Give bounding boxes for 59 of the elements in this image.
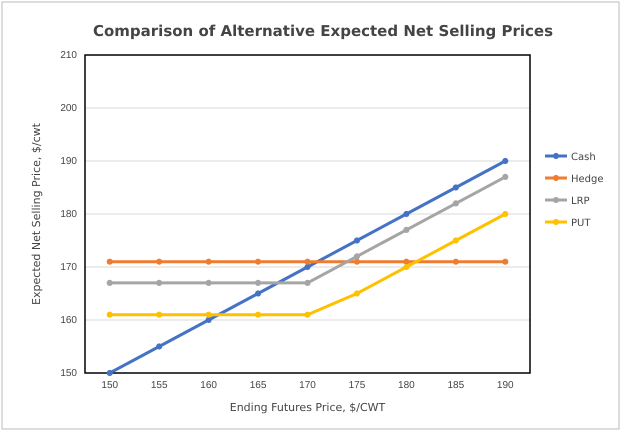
point	[502, 210, 508, 218]
point	[156, 258, 162, 265]
x-tick-label: 165	[250, 380, 267, 392]
legend-label: Hedge	[571, 174, 604, 185]
x-tick-label: 170	[299, 380, 316, 392]
y-tick-label: 210	[60, 50, 78, 62]
point	[106, 312, 113, 318]
point	[452, 184, 459, 191]
point	[304, 312, 311, 318]
legend-label: Cash	[571, 152, 596, 163]
y-tick-label: 190	[60, 156, 78, 168]
point	[106, 370, 113, 376]
point	[254, 280, 262, 286]
y-axis-title: Expected Net Selling Price, $/cwt	[30, 122, 43, 305]
point	[206, 258, 212, 265]
point	[304, 258, 311, 265]
point	[254, 290, 262, 297]
point	[304, 280, 311, 286]
point	[502, 158, 508, 164]
point	[403, 264, 410, 270]
point	[403, 258, 410, 265]
point	[403, 226, 410, 233]
x-tick-label: 150	[101, 380, 118, 392]
y-tick-label: 160	[60, 315, 78, 326]
chart-title: Comparison of Alternative Expected Net Selling Prices	[92, 22, 554, 40]
point	[156, 343, 162, 350]
point	[354, 253, 360, 260]
point	[354, 290, 360, 297]
point	[304, 264, 311, 270]
point	[106, 258, 113, 265]
legend-label: PUT	[571, 218, 592, 229]
x-axis-title: Ending Futures Price, $/CWT	[230, 401, 386, 414]
x-tick-label: 180	[398, 380, 416, 392]
point	[354, 258, 360, 265]
x-tick-label: 185	[447, 380, 465, 392]
point	[502, 174, 508, 180]
point	[106, 280, 113, 286]
x-tick-label: 175	[348, 380, 366, 392]
x-tick-label: 155	[150, 380, 168, 392]
point	[254, 258, 262, 265]
point	[403, 210, 410, 218]
y-tick-label: 170	[60, 262, 78, 274]
point	[254, 312, 262, 318]
x-tick-label: 160	[200, 380, 218, 392]
point	[156, 280, 162, 286]
point	[502, 258, 508, 265]
y-tick-label: 200	[60, 103, 78, 114]
point	[354, 237, 360, 244]
point	[206, 312, 212, 318]
point	[206, 280, 212, 286]
legend-label: LRP	[571, 196, 590, 207]
point	[206, 316, 212, 324]
point	[156, 312, 162, 318]
x-tick-label: 190	[496, 380, 514, 392]
y-tick-label: 150	[60, 368, 78, 380]
y-tick-label: 180	[60, 209, 78, 220]
point	[452, 258, 459, 265]
point	[452, 237, 459, 244]
point	[452, 200, 459, 206]
